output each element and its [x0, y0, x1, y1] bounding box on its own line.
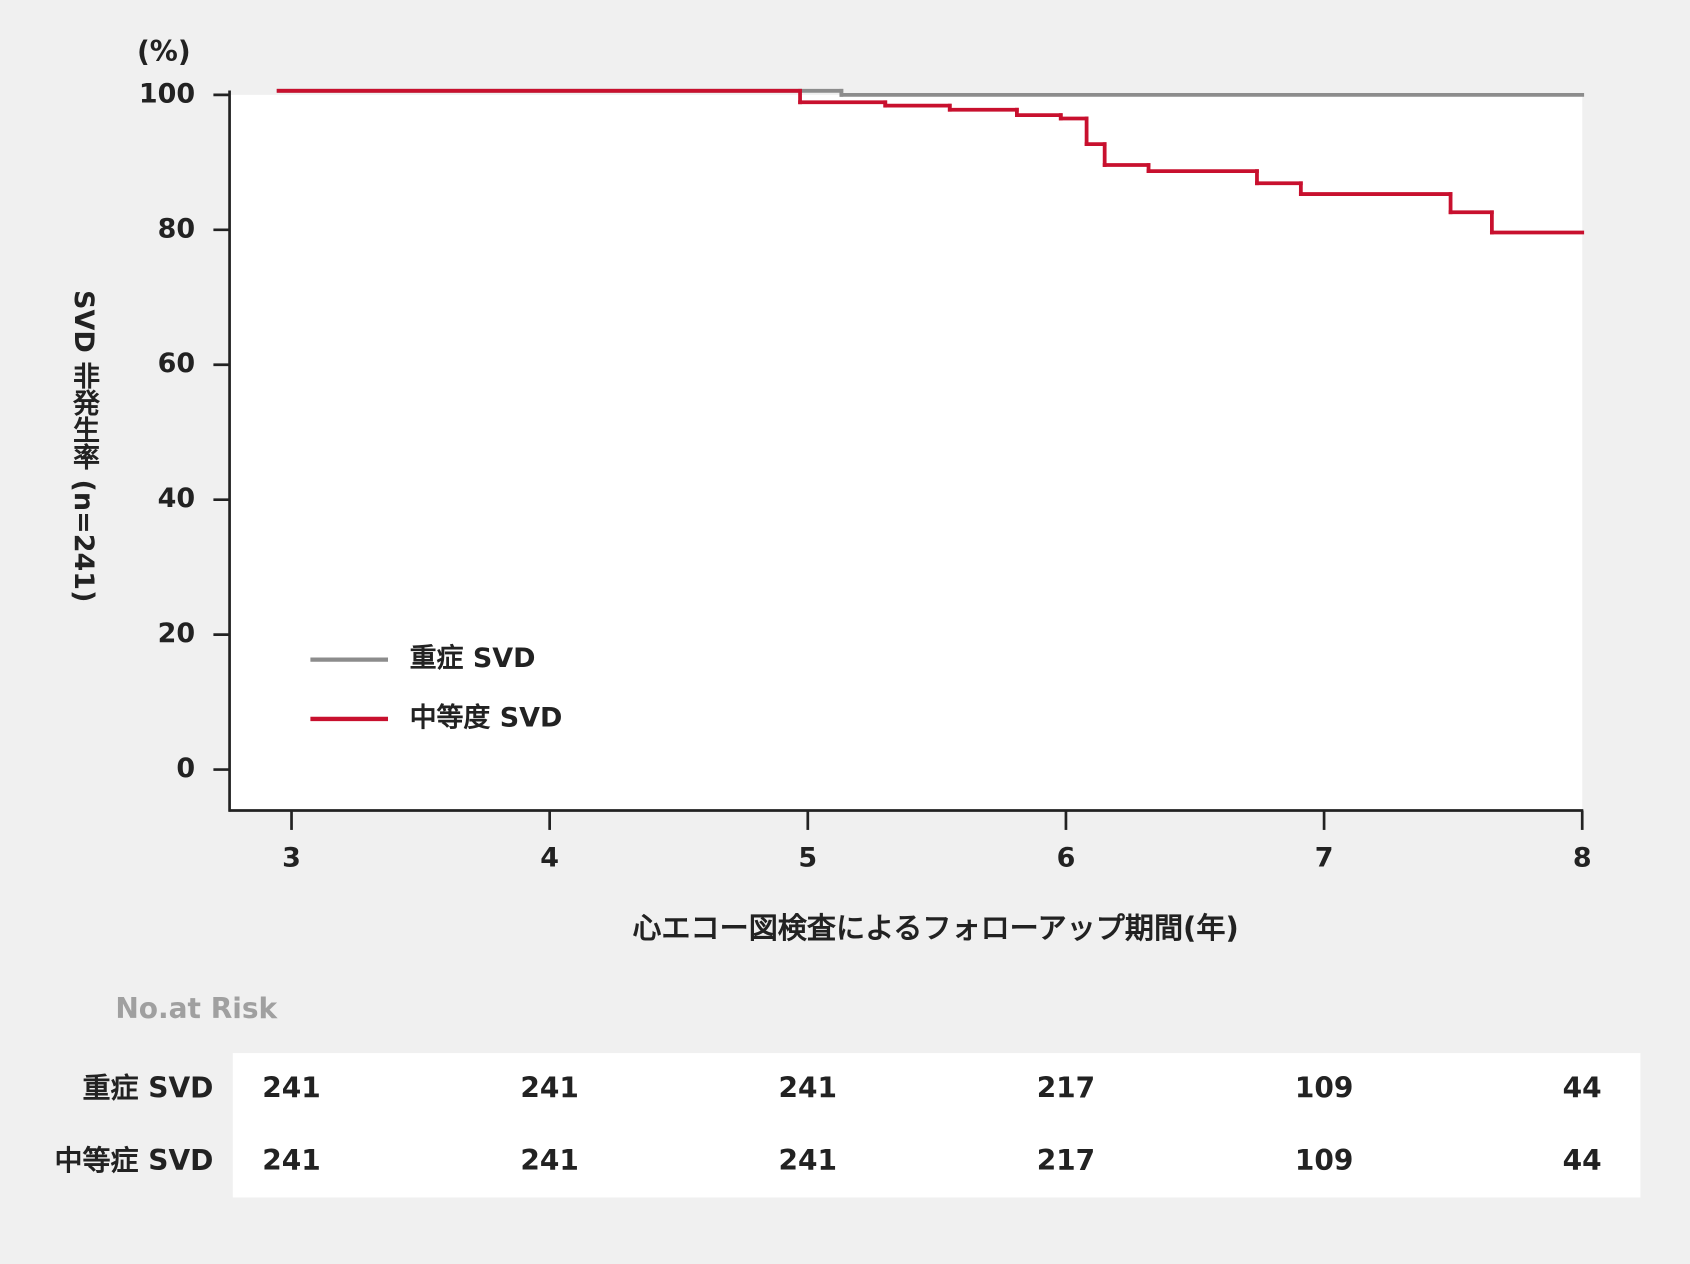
- y-tick-label: 80: [158, 213, 196, 244]
- x-tick-label: 8: [1573, 843, 1592, 874]
- x-tick-label: 5: [798, 843, 817, 874]
- risk-value: 241: [262, 1072, 320, 1105]
- x-tick-label: 4: [540, 843, 559, 874]
- risk-value: 109: [1295, 1144, 1353, 1177]
- risk-value: 241: [520, 1072, 578, 1105]
- y-unit: (%): [137, 35, 191, 68]
- y-tick-label: 40: [158, 483, 196, 514]
- risk-value: 44: [1563, 1144, 1602, 1177]
- risk-value: 241: [262, 1144, 320, 1177]
- y-tick-label: 60: [158, 348, 196, 379]
- legend-label: 中等度 SVD: [410, 701, 563, 733]
- plot-area: [229, 94, 1583, 811]
- x-tick-label: 6: [1057, 843, 1076, 874]
- risk-table-box: [232, 1053, 1641, 1198]
- risk-table-title: No.at Risk: [115, 992, 278, 1025]
- risk-value: 241: [520, 1144, 578, 1177]
- risk-row-label: 重症 SVD: [82, 1072, 213, 1105]
- risk-value: 44: [1563, 1072, 1602, 1105]
- x-tick-label: 7: [1315, 843, 1334, 874]
- x-tick-label: 3: [282, 843, 301, 874]
- risk-value: 217: [1037, 1144, 1095, 1177]
- x-axis-label: 心エコー図検査によるフォローアップ期間(年): [632, 911, 1238, 945]
- legend-label: 重症 SVD: [410, 643, 536, 674]
- risk-value: 241: [779, 1144, 837, 1177]
- y-tick-label: 20: [158, 618, 196, 649]
- y-axis-label: SVD 非発生率 (n=241): [68, 290, 99, 603]
- risk-value: 241: [779, 1072, 837, 1105]
- risk-row-label: 中等症 SVD: [54, 1144, 213, 1177]
- y-tick-label: 100: [139, 78, 195, 109]
- y-tick-label: 0: [176, 753, 195, 784]
- risk-value: 109: [1295, 1072, 1353, 1105]
- risk-value: 217: [1037, 1072, 1095, 1105]
